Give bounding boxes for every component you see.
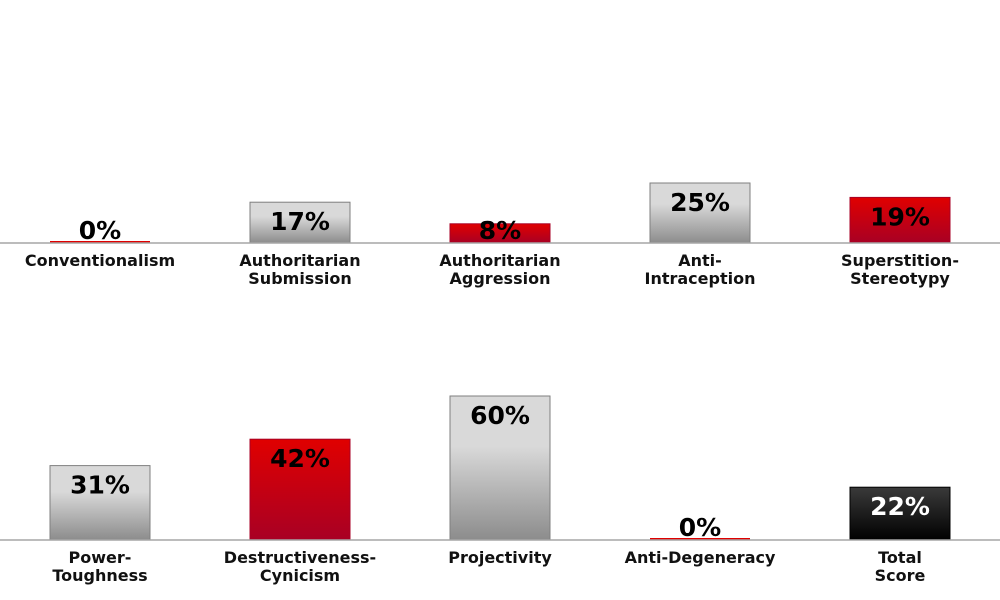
data-label: 0% — [79, 216, 121, 245]
category-label: Anti-Intraception — [645, 251, 756, 288]
category-label-line: Authoritarian — [239, 251, 360, 270]
data-label: 0% — [679, 513, 721, 542]
category-label-line: Anti- — [678, 251, 722, 270]
category-label-line: Cynicism — [260, 566, 340, 585]
data-label: 42% — [270, 444, 330, 473]
category-label: Total Score — [875, 548, 926, 585]
category-label-line: Submission — [248, 269, 351, 288]
data-label: 25% — [670, 188, 730, 217]
data-label: 19% — [870, 202, 930, 231]
category-label-line: Superstition- — [841, 251, 959, 270]
category-label-line: Intraception — [645, 269, 756, 288]
bar — [849, 196, 951, 244]
category-label-line: Conventionalism — [25, 251, 175, 270]
category-label: Projectivity — [448, 548, 552, 567]
category-label: Destructiveness-Cynicism — [224, 548, 376, 585]
category-label: Superstition-Stereotypy — [841, 251, 959, 288]
category-label: Authoritarian Submission — [239, 251, 360, 288]
category-label-line: Power- — [69, 548, 132, 567]
data-label: 60% — [470, 401, 530, 430]
data-label: 17% — [270, 207, 330, 236]
bar — [849, 486, 951, 541]
category-label-line: Toughness — [52, 566, 147, 585]
category-label: Anti-Degeneracy — [625, 548, 776, 567]
data-label: 22% — [870, 492, 930, 521]
bar — [49, 465, 151, 541]
bar — [249, 438, 351, 541]
category-label-line: Stereotypy — [850, 269, 950, 288]
category-label: Power-Toughness — [52, 548, 147, 585]
bar — [449, 395, 551, 541]
data-label: 31% — [70, 471, 130, 500]
category-label: Authoritarian Aggression — [439, 251, 560, 288]
category-label-line: Anti-Degeneracy — [625, 548, 776, 567]
category-label: Conventionalism — [25, 251, 175, 270]
category-label-line: Destructiveness- — [224, 548, 376, 567]
data-label: 8% — [479, 216, 521, 245]
category-label-line: Aggression — [450, 269, 551, 288]
category-label-line: Authoritarian — [439, 251, 560, 270]
category-label-line: Total — [878, 548, 922, 567]
category-label-line: Score — [875, 566, 926, 585]
category-label-line: Projectivity — [448, 548, 552, 567]
